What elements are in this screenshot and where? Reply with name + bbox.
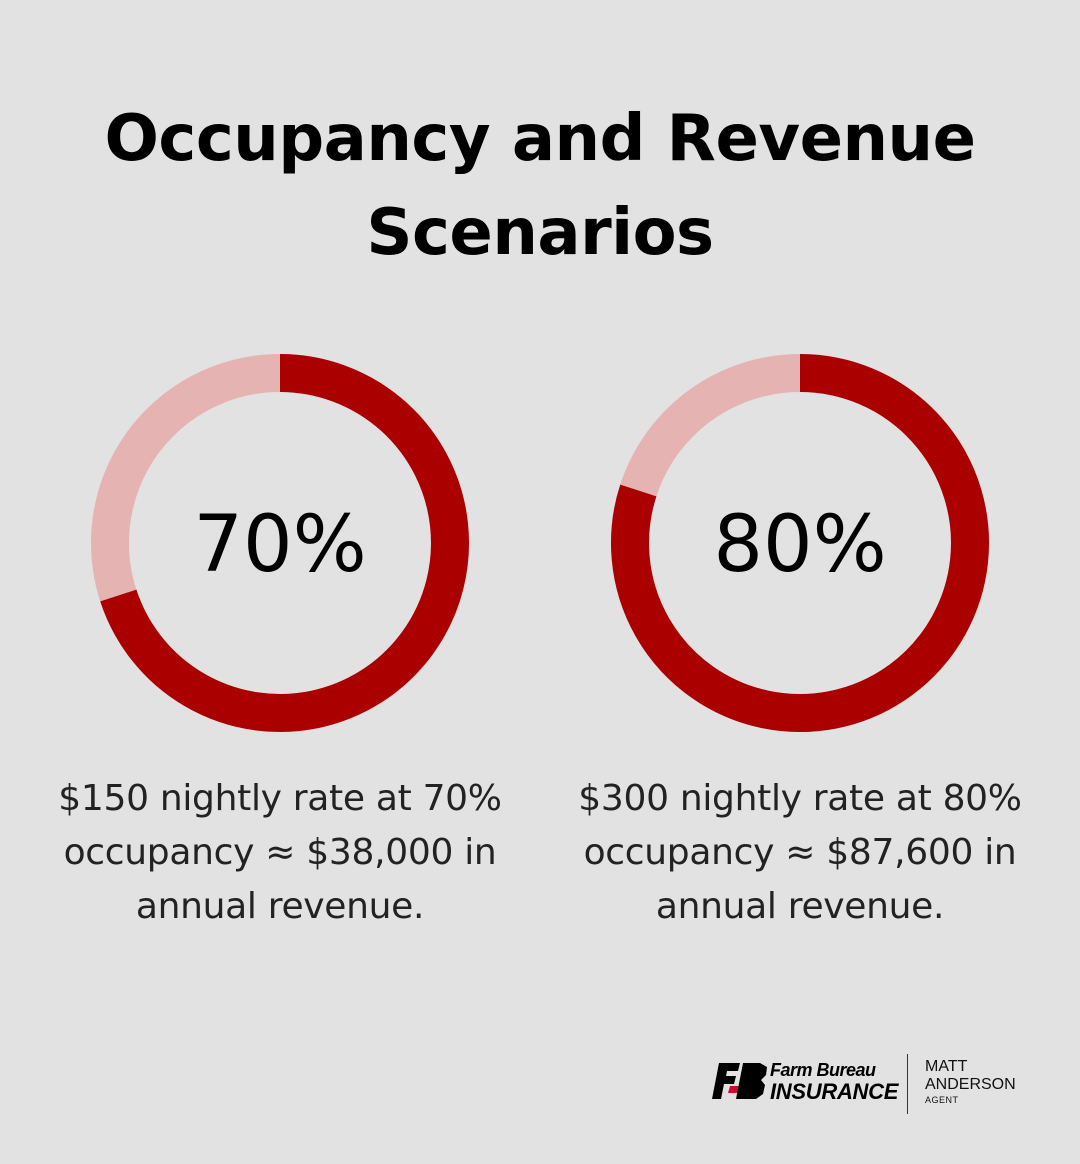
donut-percent-label: 70% bbox=[193, 500, 366, 590]
agent-role: AGENT bbox=[925, 1095, 959, 1105]
logo-f-shape bbox=[712, 1063, 740, 1099]
agent-last-name: ANDERSON bbox=[925, 1076, 1016, 1093]
farm-bureau-logo-icon bbox=[712, 1063, 767, 1099]
brand-line-insurance: INSURANCE bbox=[770, 1079, 899, 1104]
page-title: Occupancy and Revenue Scenarios bbox=[104, 102, 976, 270]
scenario-caption-right: $300 nightly rate at 80% occupancy ≈ $87… bbox=[578, 778, 1022, 927]
brand-line-farm-bureau: Farm Bureau bbox=[770, 1060, 876, 1080]
footer-divider bbox=[907, 1054, 908, 1114]
brand-name: Farm Bureau INSURANCE bbox=[770, 1060, 898, 1103]
scenario-caption-left: $150 nightly rate at 70% occupancy ≈ $38… bbox=[58, 778, 502, 927]
logo-b-shape bbox=[736, 1063, 767, 1099]
donut-svg-right: 80% bbox=[611, 354, 989, 732]
donut-value-arc bbox=[100, 354, 469, 732]
donut-chart-left: 70% bbox=[90, 353, 470, 733]
agent-first-name: MATT bbox=[925, 1058, 968, 1075]
donut-svg-left: 70% bbox=[91, 354, 469, 732]
agent-name-block: MATT ANDERSON AGENT bbox=[925, 1058, 1016, 1106]
donut-value-arc bbox=[611, 354, 989, 732]
donut-percent-label: 80% bbox=[713, 500, 886, 590]
footer-branding: Farm Bureau INSURANCE MATT ANDERSON AGEN… bbox=[712, 1054, 1042, 1114]
donut-chart-right: 80% bbox=[610, 353, 990, 733]
